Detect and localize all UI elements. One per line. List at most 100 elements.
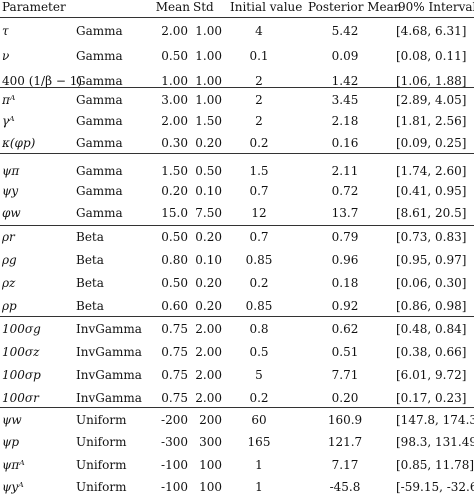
std-cell: 7.50 <box>195 206 222 220</box>
std-cell: 2.00 <box>195 368 222 382</box>
mean-cell: -100 <box>161 458 188 472</box>
init-cell: 12 <box>251 206 267 220</box>
mean-cell: 2.00 <box>161 24 188 38</box>
std-cell: 1.00 <box>195 74 222 88</box>
dist-cell: InvGamma <box>76 322 142 336</box>
post-cell: 0.51 <box>331 345 359 359</box>
mean-cell: 0.50 <box>161 49 188 63</box>
dist-cell: Gamma <box>76 136 123 150</box>
mean-cell: -300 <box>161 435 188 449</box>
interval-cell: [98.3, 131.49] <box>396 435 474 449</box>
std-cell: 2.00 <box>195 345 222 359</box>
param-cell: ψp <box>2 435 20 449</box>
table-row: πᴬ Gamma 3.00 1.00 2 3.45 [2.89, 4.05] <box>0 88 474 112</box>
header-rule <box>0 17 474 18</box>
param-cell: ψy <box>2 184 19 198</box>
mean-cell: 1.00 <box>161 74 188 88</box>
interval-cell: [147.8, 174.3] <box>396 413 474 427</box>
param-cell: τ <box>2 24 9 38</box>
init-cell: 0.2 <box>249 391 269 405</box>
interval-cell: [6.01, 9.72] <box>396 368 467 382</box>
init-cell: 2 <box>255 93 263 107</box>
interval-cell: [0.38, 0.66] <box>396 345 467 359</box>
interval-cell: [1.06, 1.88] <box>396 74 467 88</box>
dist-cell: Gamma <box>76 93 123 107</box>
table-row: τ Gamma 2.00 1.00 4 5.42 [4.68, 6.31] <box>0 19 474 43</box>
table-row: ψw Uniform -200 200 60 160.9 [147.8, 174… <box>0 408 474 432</box>
interval-cell: [0.73, 0.83] <box>396 230 467 244</box>
post-cell: 0.79 <box>331 230 359 244</box>
init-cell: 1 <box>255 480 263 494</box>
mean-cell: 0.75 <box>161 322 188 336</box>
post-cell: 160.9 <box>327 413 363 427</box>
std-cell: 1.50 <box>195 114 222 128</box>
param-cell: φw <box>2 206 21 220</box>
param-cell: ψw <box>2 413 22 427</box>
interval-cell: [0.41, 0.95] <box>396 184 467 198</box>
post-cell: 2.11 <box>331 164 359 178</box>
header-std: Std <box>193 0 214 14</box>
param-cell: 100σp <box>2 368 41 382</box>
std-cell: 0.20 <box>195 230 222 244</box>
table-row: ψp Uniform -300 300 165 121.7 [98.3, 131… <box>0 430 474 454</box>
post-cell: 2.18 <box>331 114 359 128</box>
mean-cell: 0.20 <box>161 184 188 198</box>
std-cell: 0.50 <box>195 164 222 178</box>
init-cell: 0.2 <box>249 276 269 290</box>
table-row: ρp Beta 0.60 0.20 0.85 0.92 [0.86, 0.98] <box>0 294 474 318</box>
group-rule <box>0 316 474 317</box>
std-cell: 1.00 <box>195 93 222 107</box>
table-row: φw Gamma 15.0 7.50 12 13.7 [8.61, 20.5] <box>0 201 474 225</box>
interval-cell: [0.08, 0.11] <box>396 49 467 63</box>
post-cell: 1.42 <box>331 74 359 88</box>
post-cell: 0.16 <box>331 136 359 150</box>
table-row: ν Gamma 0.50 1.00 0.1 0.09 [0.08, 0.11] <box>0 44 474 68</box>
dist-cell: Beta <box>76 230 104 244</box>
std-cell: 0.20 <box>195 299 222 313</box>
header-interval: 90% Interval <box>398 0 474 14</box>
init-cell: 4 <box>255 24 263 38</box>
param-cell: ν <box>2 49 10 63</box>
table-row: 400 (1/β − 1) Gamma 1.00 1.00 2 1.42 [1.… <box>0 69 474 93</box>
param-cell: κ(φp) <box>2 136 36 150</box>
mean-cell: 15.0 <box>161 206 188 220</box>
std-cell: 100 <box>199 458 222 472</box>
init-cell: 0.7 <box>249 184 269 198</box>
dist-cell: Uniform <box>76 480 127 494</box>
param-cell: ρr <box>2 230 15 244</box>
dist-cell: Gamma <box>76 206 123 220</box>
post-cell: 0.18 <box>331 276 359 290</box>
header-mean: Mean <box>155 0 190 14</box>
table-row: 100σg InvGamma 0.75 2.00 0.8 0.62 [0.48,… <box>0 317 474 341</box>
dist-cell: Gamma <box>76 74 123 88</box>
table-row: 100σp InvGamma 0.75 2.00 5 7.71 [6.01, 9… <box>0 363 474 387</box>
interval-cell: [2.89, 4.05] <box>396 93 467 107</box>
param-cell: ψπᴬ <box>2 458 25 472</box>
post-cell: 0.09 <box>331 49 359 63</box>
table-row: ρg Beta 0.80 0.10 0.85 0.96 [0.95, 0.97] <box>0 248 474 272</box>
interval-cell: [0.95, 0.97] <box>396 253 467 267</box>
post-cell: 13.7 <box>331 206 359 220</box>
init-cell: 60 <box>251 413 267 427</box>
init-cell: 0.1 <box>249 49 269 63</box>
mean-cell: -200 <box>161 413 188 427</box>
mean-cell: -100 <box>161 480 188 494</box>
dist-cell: Beta <box>76 276 104 290</box>
interval-cell: [0.86, 0.98] <box>396 299 467 313</box>
interval-cell: [0.06, 0.30] <box>396 276 467 290</box>
param-cell: 100σg <box>2 322 41 336</box>
std-cell: 0.20 <box>195 276 222 290</box>
dist-cell: InvGamma <box>76 345 142 359</box>
param-cell: 100σz <box>2 345 40 359</box>
std-cell: 0.10 <box>195 253 222 267</box>
post-cell: -45.8 <box>329 480 361 494</box>
mean-cell: 1.50 <box>161 164 188 178</box>
post-cell: 7.71 <box>331 368 359 382</box>
init-cell: 0.5 <box>249 345 269 359</box>
mean-cell: 0.75 <box>161 391 188 405</box>
mean-cell: 0.80 <box>161 253 188 267</box>
dist-cell: Beta <box>76 299 104 313</box>
dist-cell: InvGamma <box>76 368 142 382</box>
table-row: 100σr InvGamma 0.75 2.00 0.2 0.20 [0.17,… <box>0 386 474 410</box>
